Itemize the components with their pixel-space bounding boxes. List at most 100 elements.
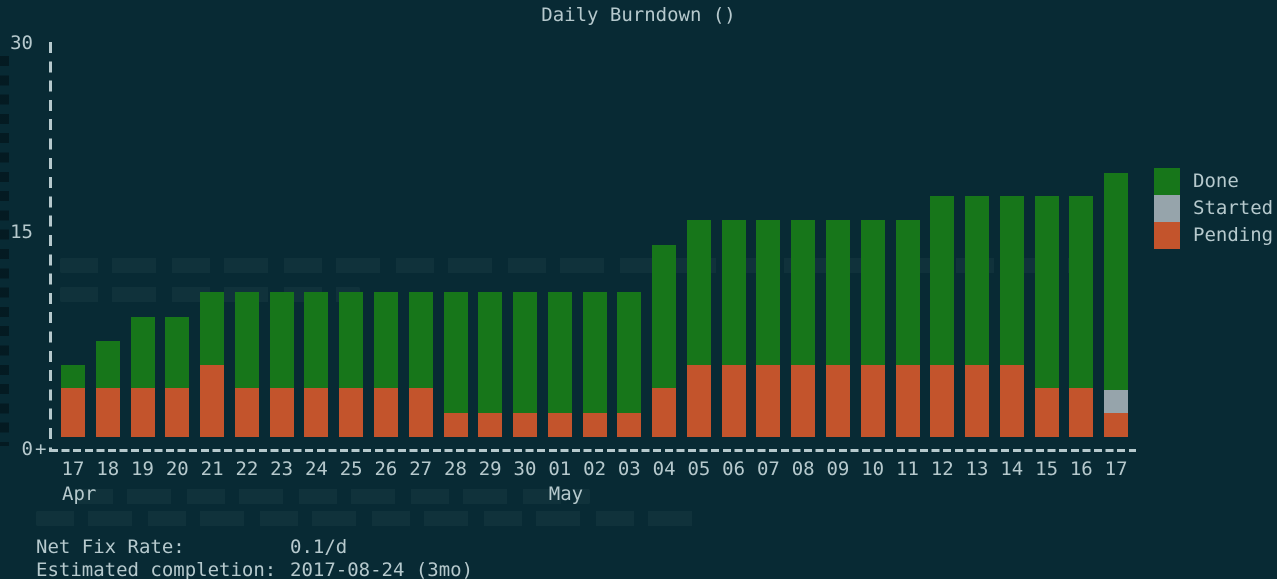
x-tick-label-20: 06 (722, 458, 746, 480)
x-tick-label-2: 18 (96, 458, 120, 480)
x-tick-label-18: 04 (652, 458, 676, 480)
x-tick-label-19: 05 (687, 458, 711, 480)
bar-3-19-done-segment (130, 317, 155, 389)
x-tick-label-29: 15 (1035, 458, 1059, 480)
bar-18-04-done-segment (652, 245, 677, 389)
x-tick-label-21: 07 (756, 458, 780, 480)
bar-26-12-done-segment (930, 196, 955, 365)
bar-5-21-pending-segment (200, 364, 225, 437)
bar-16-02-done-segment (582, 292, 607, 414)
x-tick-label-8: 24 (304, 458, 328, 480)
bar-24-10-pending-segment (860, 364, 885, 437)
bar-29-15-pending-segment (1034, 388, 1059, 437)
bar-19-05-pending-segment (686, 364, 711, 437)
bar-22-08-pending-segment (791, 364, 816, 437)
y-tick-label-30: 30 (10, 32, 33, 54)
bar-30-16-pending-segment (1069, 388, 1094, 437)
bar-23-09-pending-segment (825, 364, 850, 437)
estimated-completion-label: Estimated completion: (36, 559, 277, 579)
bar-12-28-done-segment (443, 292, 468, 414)
ghost-text-artifact (60, 258, 1080, 273)
bar-5-21-done-segment (200, 292, 225, 365)
y-tick-label-0: 0 (21, 438, 33, 460)
bar-8-24-pending-segment (304, 388, 329, 437)
bar-25-11-pending-segment (895, 364, 920, 437)
bar-11-27-done-segment (408, 292, 433, 389)
bar-20-06-pending-segment (721, 364, 746, 437)
bar-16-02-pending-segment (582, 413, 607, 437)
bar-23-09-done-segment (825, 220, 850, 365)
bar-1-17-done-segment (61, 364, 85, 389)
x-tick-label-5: 21 (200, 458, 224, 480)
x-tick-label-6: 22 (235, 458, 259, 480)
net-fix-rate-row: Net Fix Rate: 0.1/d (36, 536, 473, 559)
x-tick-label-25: 11 (896, 458, 919, 480)
legend-swatch-done (1154, 168, 1180, 195)
month-label-may: May (548, 483, 584, 505)
bar-3-19-pending-segment (130, 388, 155, 437)
x-tick-label-17: 03 (617, 458, 641, 480)
bar-29-15-done-segment (1034, 196, 1059, 389)
legend-label-pending: Pending (1193, 224, 1274, 246)
bar-28-14-pending-segment (999, 364, 1024, 437)
bar-4-20-done-segment (165, 317, 190, 389)
x-tick-label-30: 16 (1069, 458, 1093, 480)
edge-tick-artifacts (0, 56, 9, 446)
bar-17-03-done-segment (617, 292, 642, 414)
bar-9-25-pending-segment (339, 388, 364, 437)
bar-7-23-done-segment (269, 292, 294, 389)
bar-21-07-done-segment (756, 220, 781, 365)
estimated-completion-row: Estimated completion: 2017-08-24 (3mo) (36, 559, 473, 579)
y-tick-label-15: 15 (10, 221, 33, 243)
net-fix-rate-value: 0.1/d (290, 536, 348, 558)
legend-label-done: Done (1193, 170, 1239, 192)
x-tick-label-3: 19 (131, 458, 154, 480)
bar-7-23-pending-segment (269, 388, 294, 437)
bar-1-17-pending-segment (61, 388, 85, 437)
ghost-text-artifact (36, 511, 696, 526)
bar-6-22-pending-segment (234, 388, 259, 437)
bar-13-29-pending-segment (478, 413, 503, 437)
x-axis (50, 449, 1136, 452)
bar-9-25-done-segment (339, 292, 364, 389)
x-tick-label-27: 13 (965, 458, 989, 480)
bar-13-29-done-segment (478, 292, 503, 414)
chart-title: Daily Burndown () (541, 4, 736, 26)
stats-block: Net Fix Rate: 0.1/d Estimated completion:… (36, 536, 473, 579)
legend-row-started: Started (1154, 195, 1273, 222)
x-tick-label-26: 12 (930, 458, 954, 480)
bar-28-14-done-segment (999, 196, 1024, 365)
bar-4-20-pending-segment (165, 388, 190, 437)
estimated-completion-value: 2017-08-24 (3mo) (290, 559, 474, 579)
bar-20-06-done-segment (721, 220, 746, 365)
bar-10-26-done-segment (373, 292, 398, 389)
legend: Done Started Pending (1154, 168, 1273, 249)
bar-27-13-done-segment (965, 196, 989, 365)
x-tick-label-28: 14 (1000, 458, 1024, 480)
x-tick-label-14: 30 (513, 458, 537, 480)
x-tick-label-7: 23 (270, 458, 294, 480)
bar-25-11-done-segment (895, 220, 920, 365)
x-tick-label-10: 26 (374, 458, 398, 480)
x-tick-label-1: 17 (61, 458, 85, 480)
bar-14-30-pending-segment (513, 413, 537, 437)
bar-18-04-pending-segment (652, 388, 677, 437)
bar-2-18-done-segment (95, 341, 120, 389)
axis-origin-marker: + (35, 438, 47, 460)
bar-10-26-pending-segment (373, 388, 398, 437)
x-tick-label-23: 09 (826, 458, 850, 480)
bar-19-05-done-segment (686, 220, 711, 365)
legend-row-done: Done (1154, 168, 1273, 195)
bar-27-13-pending-segment (965, 364, 989, 437)
legend-row-pending: Pending (1154, 222, 1273, 249)
ghost-text-artifact (75, 489, 590, 504)
bar-11-27-pending-segment (408, 388, 433, 437)
x-tick-label-12: 28 (444, 458, 467, 480)
net-fix-rate-label: Net Fix Rate: (36, 536, 185, 558)
x-tick-label-11: 27 (409, 458, 433, 480)
x-tick-label-31: 17 (1104, 458, 1128, 480)
bar-31-17-done-segment (1104, 172, 1129, 390)
y-axis (49, 38, 52, 452)
x-tick-label-9: 25 (339, 458, 363, 480)
